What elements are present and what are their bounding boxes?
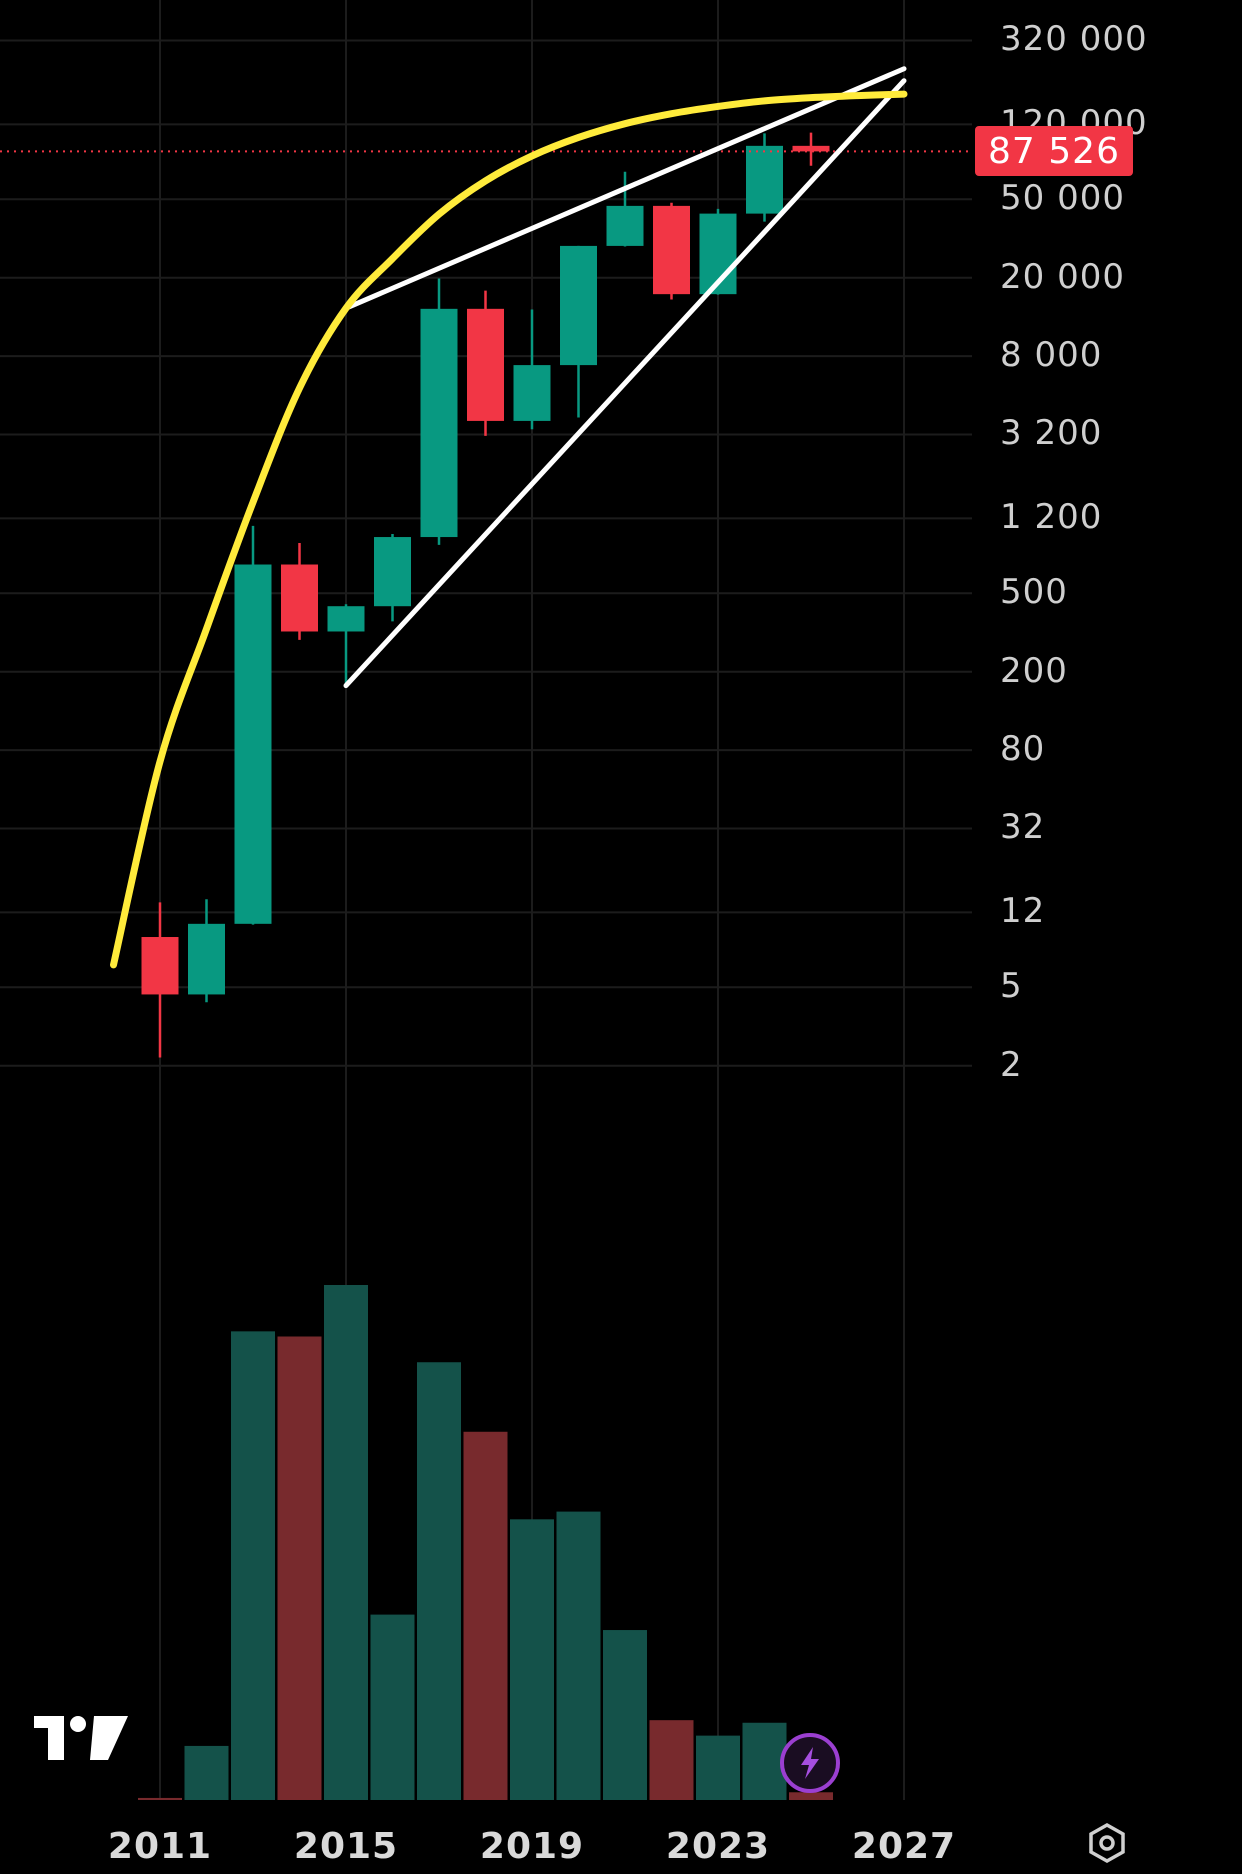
- candle-body: [141, 937, 179, 995]
- price-tick-label: 32: [1000, 807, 1046, 848]
- candle-body: [513, 365, 551, 421]
- volume-bars: [138, 1285, 833, 1800]
- candle-body: [606, 205, 644, 246]
- volume-bar: [417, 1362, 461, 1800]
- lightning-button[interactable]: [780, 1733, 840, 1793]
- grid-lines: [0, 0, 972, 1800]
- price-tick-label: 20 000: [1000, 256, 1125, 297]
- volume-bar: [324, 1285, 368, 1800]
- year-tick-label: 2023: [665, 1826, 771, 1867]
- price-tick-label: 2: [1000, 1044, 1023, 1085]
- price-tick-label: 80: [1000, 729, 1046, 770]
- candle-body: [420, 308, 458, 538]
- volume-bar: [556, 1511, 601, 1800]
- trendline[interactable]: [343, 66, 907, 311]
- price-tick-label: 3 200: [1000, 413, 1103, 454]
- volume-bar: [696, 1735, 740, 1800]
- candle-body: [746, 145, 783, 214]
- drawing-annotations[interactable]: [110, 66, 908, 969]
- volume-bar: [510, 1519, 554, 1800]
- volume-bar: [370, 1614, 415, 1800]
- yellow-curve[interactable]: [110, 90, 908, 969]
- year-tick-label: 2019: [479, 1826, 585, 1867]
- volume-bar: [463, 1431, 508, 1800]
- candles: [141, 132, 830, 1058]
- lightning-icon: [801, 1747, 819, 1779]
- hexagon-settings-icon: [1089, 1822, 1125, 1864]
- volume-bar: [789, 1792, 833, 1800]
- candle-body: [467, 308, 504, 421]
- volume-bar: [138, 1797, 182, 1800]
- candle-body: [281, 564, 318, 632]
- candle-body: [560, 245, 597, 366]
- volume-bar: [277, 1336, 322, 1800]
- candle-body: [234, 564, 272, 924]
- year-tick-label: 2015: [293, 1826, 399, 1867]
- candle-body: [188, 923, 225, 995]
- candle-body: [374, 537, 411, 607]
- year-tick-label: 2027: [851, 1826, 957, 1867]
- price-tick-label: 500: [1000, 572, 1068, 613]
- trendline[interactable]: [343, 78, 907, 689]
- settings-button[interactable]: [1086, 1822, 1128, 1864]
- candle-body: [653, 205, 690, 295]
- year-tick-label: 2011: [107, 1826, 213, 1867]
- price-tick-label: 5: [1000, 966, 1023, 1007]
- tradingview-logo[interactable]: [34, 1716, 128, 1766]
- volume-bar: [184, 1745, 229, 1800]
- volume-bar: [231, 1331, 275, 1800]
- price-tick-label: 320 000: [1000, 19, 1148, 60]
- price-tick-label: 200: [1000, 650, 1068, 691]
- price-tick-label: 1 200: [1000, 497, 1103, 538]
- candle-body: [327, 606, 365, 632]
- price-tick-label: 12: [1000, 891, 1046, 932]
- volume-bar: [742, 1722, 787, 1800]
- volume-bar: [649, 1720, 694, 1800]
- candle-body: [792, 145, 830, 152]
- price-tick-label: 8 000: [1000, 335, 1103, 376]
- price-tick-label: 50 000: [1000, 178, 1125, 219]
- volume-bar: [603, 1630, 647, 1800]
- last-price-badge: 87 526: [975, 126, 1133, 177]
